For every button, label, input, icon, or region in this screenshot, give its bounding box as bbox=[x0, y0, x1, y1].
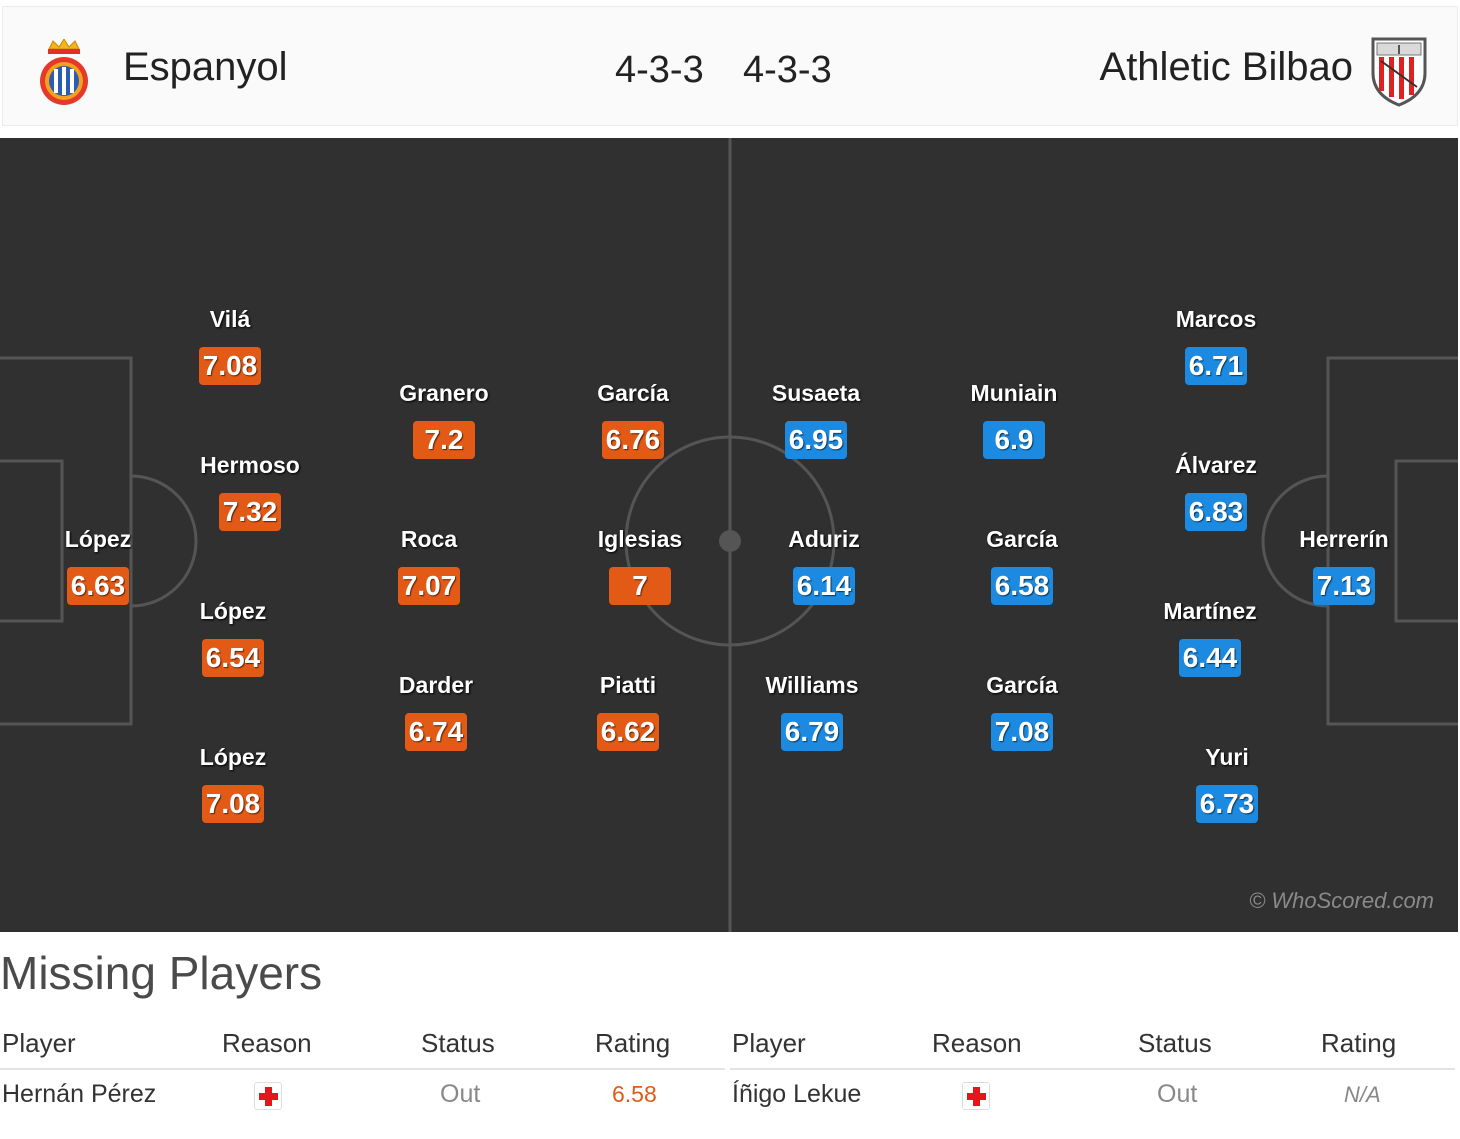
player-name: Roca bbox=[400, 526, 458, 552]
pitch-markings bbox=[0, 138, 1458, 932]
injury-icon bbox=[962, 1082, 990, 1110]
table-row: Íñigo Lekue Out N/A bbox=[730, 1070, 1455, 1122]
player-name: Álvarez bbox=[1175, 452, 1257, 478]
player-rating: 6.9 bbox=[983, 421, 1045, 459]
player-name: Muniain bbox=[970, 380, 1058, 406]
player-card[interactable]: García 6.58 bbox=[942, 528, 1102, 605]
home-team-name[interactable]: Espanyol bbox=[123, 45, 288, 89]
player-name: López bbox=[199, 598, 267, 624]
match-header: Espanyol 4-3-3 4-3-3 Athletic Bilbao bbox=[2, 6, 1458, 126]
player-rating: 6.58 bbox=[990, 567, 1054, 605]
player-card[interactable]: García 7.08 bbox=[942, 674, 1102, 751]
column-rating[interactable]: Rating bbox=[595, 1028, 671, 1058]
column-rating[interactable]: Rating bbox=[1321, 1028, 1397, 1058]
player-name: García bbox=[986, 526, 1058, 552]
player-name: López bbox=[199, 744, 267, 770]
home-missing-table: Player Reason Status Rating Hernán Pérez… bbox=[0, 1024, 725, 1122]
player-card[interactable]: Álvarez 6.83 bbox=[1136, 454, 1296, 531]
player-card[interactable]: Williams 6.79 bbox=[732, 674, 892, 751]
away-team-name[interactable]: Athletic Bilbao bbox=[1099, 45, 1353, 89]
column-status[interactable]: Status bbox=[421, 1028, 495, 1058]
column-reason[interactable]: Reason bbox=[222, 1028, 312, 1058]
player-rating: 6.95 bbox=[784, 421, 848, 459]
pitch: López 6.63 Vilá 7.08 Hermoso 7.32 López … bbox=[0, 138, 1458, 932]
player-card[interactable]: Iglesias 7 bbox=[560, 528, 720, 605]
player-rating: 7.08 bbox=[990, 713, 1054, 751]
player-rating: 7.08 bbox=[198, 347, 262, 385]
player-name: Susaeta bbox=[771, 380, 861, 406]
athletic-bilbao-crest-icon bbox=[1371, 37, 1427, 107]
player-card[interactable]: Martínez 6.44 bbox=[1130, 600, 1290, 677]
player-card[interactable]: García 6.76 bbox=[553, 382, 713, 459]
player-card[interactable]: Roca 7.07 bbox=[349, 528, 509, 605]
player-rating: 6.14 bbox=[792, 567, 856, 605]
player-rating: 7.07 bbox=[397, 567, 461, 605]
player-rating: 6.44 bbox=[1178, 639, 1242, 677]
column-player[interactable]: Player bbox=[732, 1028, 806, 1058]
rating: N/A bbox=[1344, 1082, 1381, 1107]
missing-players-title: Missing Players bbox=[0, 947, 323, 999]
player-card[interactable]: Herrerín 7.13 bbox=[1264, 528, 1424, 605]
player-card[interactable]: Granero 7.2 bbox=[364, 382, 524, 459]
player-rating: 6.54 bbox=[201, 639, 265, 677]
rating: 6.58 bbox=[612, 1081, 657, 1107]
table-header: Player Reason Status Rating bbox=[0, 1024, 725, 1070]
player-rating: 6.76 bbox=[601, 421, 665, 459]
player-card[interactable]: Susaeta 6.95 bbox=[736, 382, 896, 459]
player-name: Hermoso bbox=[200, 452, 300, 478]
player-rating: 7.2 bbox=[413, 421, 475, 459]
player-rating: 6.83 bbox=[1184, 493, 1248, 531]
column-status[interactable]: Status bbox=[1138, 1028, 1212, 1058]
player-rating: 7.32 bbox=[218, 493, 282, 531]
player-rating: 6.62 bbox=[596, 713, 660, 751]
column-reason[interactable]: Reason bbox=[932, 1028, 1022, 1058]
home-formation: 4-3-3 bbox=[615, 49, 704, 91]
player-name: García bbox=[986, 672, 1058, 698]
player-name: Granero bbox=[399, 380, 489, 406]
player-rating: 7 bbox=[609, 567, 671, 605]
away-formation: 4-3-3 bbox=[743, 49, 832, 91]
player-card[interactable]: Aduriz 6.14 bbox=[744, 528, 904, 605]
player-rating: 6.73 bbox=[1195, 785, 1259, 823]
whoscored-watermark: © WhoScored.com bbox=[1249, 888, 1434, 913]
player-card[interactable]: Darder 6.74 bbox=[356, 674, 516, 751]
table-header: Player Reason Status Rating bbox=[730, 1024, 1455, 1070]
table-row: Hernán Pérez Out 6.58 bbox=[0, 1070, 725, 1122]
player-name: Iglesias bbox=[597, 526, 683, 552]
player-name: Williams bbox=[765, 672, 859, 698]
player-name: Piatti bbox=[599, 672, 657, 698]
player-card[interactable]: Vilá 7.08 bbox=[150, 308, 310, 385]
player-name: Martínez bbox=[1163, 598, 1257, 624]
player-card[interactable]: Piatti 6.62 bbox=[548, 674, 708, 751]
player-name: Herrerín bbox=[1299, 526, 1389, 552]
player-name: García bbox=[597, 380, 669, 406]
player-name: Marcos bbox=[1175, 306, 1257, 332]
player-name[interactable]: Hernán Pérez bbox=[2, 1080, 157, 1108]
player-rating: 6.79 bbox=[780, 713, 844, 751]
player-name[interactable]: Íñigo Lekue bbox=[732, 1080, 862, 1108]
player-card[interactable]: Muniain 6.9 bbox=[934, 382, 1094, 459]
espanyol-crest-icon bbox=[40, 39, 88, 105]
away-missing-table: Player Reason Status Rating Íñigo Lekue … bbox=[730, 1024, 1455, 1122]
status: Out bbox=[440, 1080, 481, 1108]
player-rating: 7.13 bbox=[1312, 567, 1376, 605]
column-player[interactable]: Player bbox=[2, 1028, 76, 1058]
player-card[interactable]: Hermoso 7.32 bbox=[170, 454, 330, 531]
player-rating: 6.63 bbox=[66, 567, 130, 605]
player-name: Yuri bbox=[1205, 744, 1249, 770]
player-name: López bbox=[64, 526, 132, 552]
player-name: Darder bbox=[398, 672, 474, 698]
player-name: Aduriz bbox=[788, 526, 860, 552]
player-rating: 7.08 bbox=[201, 785, 265, 823]
player-card[interactable]: López 6.54 bbox=[153, 600, 313, 677]
player-rating: 6.74 bbox=[404, 713, 468, 751]
player-rating: 6.71 bbox=[1184, 347, 1248, 385]
status: Out bbox=[1157, 1080, 1198, 1108]
player-card[interactable]: López 6.63 bbox=[18, 528, 178, 605]
player-card[interactable]: López 7.08 bbox=[153, 746, 313, 823]
injury-icon bbox=[254, 1082, 282, 1110]
player-name: Vilá bbox=[209, 306, 251, 332]
player-card[interactable]: Marcos 6.71 bbox=[1136, 308, 1296, 385]
player-card[interactable]: Yuri 6.73 bbox=[1147, 746, 1307, 823]
